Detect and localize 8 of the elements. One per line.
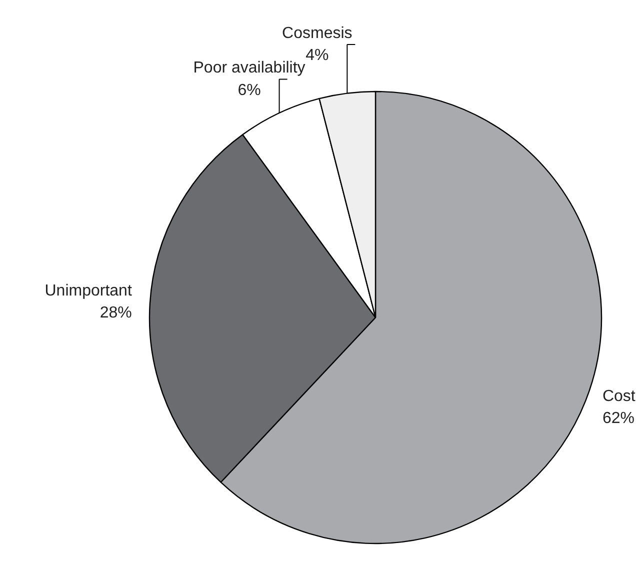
slice-label: Poor availability	[193, 60, 306, 77]
slice-label: Cosmesis	[282, 25, 352, 42]
data-label: 28%	[100, 304, 132, 322]
data-label: 62%	[602, 410, 634, 427]
slice-label: Unimportant	[44, 282, 132, 300]
data-label: 6%	[238, 82, 261, 99]
slice-label: Cost	[602, 388, 636, 405]
data-label: 4%	[306, 47, 329, 64]
